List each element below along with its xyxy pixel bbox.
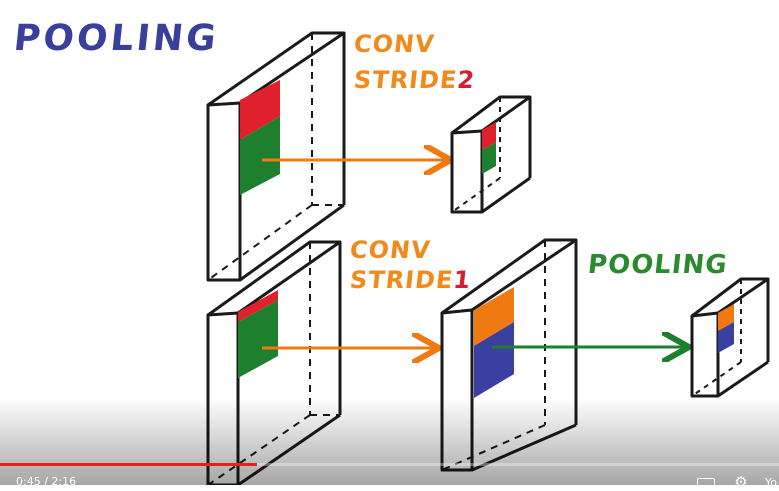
label-conv-bottom: CONV — [348, 236, 433, 264]
gear-icon[interactable]: ⚙ — [734, 473, 748, 491]
time-display: 0:45 / 2:16 — [16, 475, 77, 488]
output-block-top — [450, 95, 532, 214]
orange-patch — [474, 287, 514, 346]
title-pooling: POOLING — [11, 18, 221, 59]
stride-number: 1 — [451, 266, 473, 294]
stride-number: 2 — [455, 66, 477, 94]
stride-word: STRIDE — [352, 66, 459, 94]
green-patch — [240, 116, 280, 195]
input-block-top — [206, 31, 346, 282]
conv-output-block-bottom — [440, 238, 578, 472]
stride-word: STRIDE — [348, 266, 455, 294]
progress-bar[interactable] — [0, 463, 779, 466]
pooled-patch — [718, 304, 734, 353]
label-conv-top: CONV — [352, 30, 437, 58]
input-block-bottom — [206, 240, 342, 485]
output-patch-top — [482, 122, 496, 174]
label-stride-top: STRIDE2 — [353, 66, 477, 94]
conv-output-patch-bottom — [474, 287, 514, 398]
pooled-output-block — [690, 277, 770, 398]
input-patch-top — [240, 80, 280, 195]
red-patch — [240, 80, 280, 140]
label-pooling-green: POOLING — [586, 250, 730, 280]
progress-fill — [0, 463, 258, 466]
blue-patch — [474, 322, 514, 398]
youtube-logo-button[interactable]: Yo — [765, 476, 777, 489]
label-stride-bottom: STRIDE1 — [349, 266, 473, 294]
input-patch-bottom — [238, 290, 278, 378]
captions-button[interactable] — [697, 478, 715, 488]
